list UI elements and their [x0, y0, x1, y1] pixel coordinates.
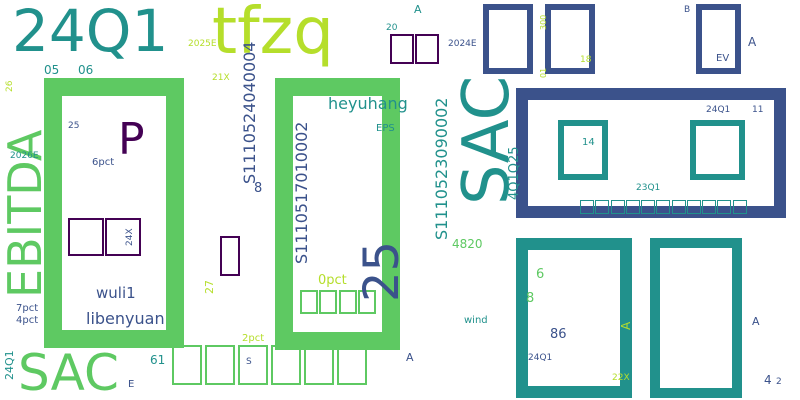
word-e: E: [128, 379, 135, 390]
glyph-run: [68, 218, 143, 259]
word-a5: A: [752, 315, 760, 328]
word-24q1-small: 24Q1: [706, 105, 731, 115]
word-25: 25: [354, 240, 410, 302]
glyph-box: [483, 4, 533, 74]
word-2024e: 2024E: [448, 39, 477, 49]
word-a1: A: [748, 35, 757, 49]
word-a4: A: [619, 321, 633, 330]
word-4: 4: [764, 373, 772, 387]
word-2025e: 2025E: [188, 39, 217, 49]
word-2: 2: [776, 377, 782, 387]
word-61: 61: [150, 353, 166, 367]
glyph-box: [650, 238, 742, 398]
word-p: P: [118, 114, 145, 165]
word-a3: A: [406, 351, 414, 364]
glyph-box: [690, 120, 745, 180]
glyph-box: [44, 78, 184, 348]
word-wuli1: wuli1: [96, 284, 136, 302]
word-22x: 22X: [612, 373, 630, 383]
word-sac-bottom: SAC: [18, 344, 119, 400]
glyph-run: [300, 290, 377, 317]
word-heyuhang: heyuhang: [328, 94, 408, 113]
glyph-run: [390, 34, 441, 67]
word-20: 20: [386, 23, 398, 33]
word-7pct: 7pct: [16, 303, 39, 314]
word-05: 05: [44, 63, 60, 77]
word-24q1-small2: 24Q1: [528, 353, 553, 363]
glyph-box: [516, 238, 632, 398]
word-code-s1110524: S1110524040004: [240, 41, 259, 185]
glyph-run: [172, 345, 370, 391]
word-8: 8: [254, 181, 263, 196]
word-26: 26: [5, 80, 15, 92]
word-18: 18: [580, 55, 592, 65]
word-6pct: 6pct: [92, 157, 115, 168]
word-24q1-left: 24Q1: [3, 350, 16, 380]
word-24x: 24X: [125, 228, 135, 246]
word-24q1: 24Q1: [12, 0, 169, 65]
word-6: 6: [536, 267, 545, 282]
word-4q1q25: 4Q1Q25: [507, 146, 522, 200]
word-tfzq: tfzq: [212, 0, 334, 69]
word-06: 06: [78, 63, 94, 77]
word-s: S: [246, 357, 252, 367]
word-11: 11: [752, 105, 764, 115]
glyph-box: [516, 88, 786, 218]
word-27: 27: [203, 280, 216, 294]
word-23q1: 23Q1: [636, 183, 661, 193]
glyph-box: [558, 120, 608, 180]
word-25b: 25: [68, 121, 80, 131]
word-b: B: [684, 5, 691, 15]
word-2026e: 2026E: [10, 151, 39, 161]
word-14: 14: [582, 137, 595, 148]
word-01: 01: [539, 67, 548, 78]
word-21x: 21X: [212, 73, 230, 83]
glyph-run: [220, 236, 241, 279]
word-86: 86: [550, 327, 567, 342]
word-0pct: 0pct: [318, 273, 347, 288]
word-libenyuan: libenyuan: [86, 309, 165, 328]
glyph-box: [696, 4, 741, 74]
word-2pct: 2pct: [242, 333, 265, 344]
word-code-s1110523: S1110523090002: [432, 97, 451, 241]
glyph-run: [580, 200, 748, 217]
word-a2: A: [414, 3, 422, 16]
word-code-s1110517: S1110517010002: [292, 121, 311, 265]
glyph-box: [545, 4, 595, 74]
word-wind: wind: [464, 315, 488, 326]
word-4pct: 4pct: [16, 315, 39, 326]
word-4820: 4820: [452, 237, 483, 251]
word-eps: EPS: [376, 123, 395, 134]
word-300: 300: [539, 14, 548, 30]
word-ev: EV: [716, 53, 730, 64]
word-8b: 8: [526, 291, 535, 306]
